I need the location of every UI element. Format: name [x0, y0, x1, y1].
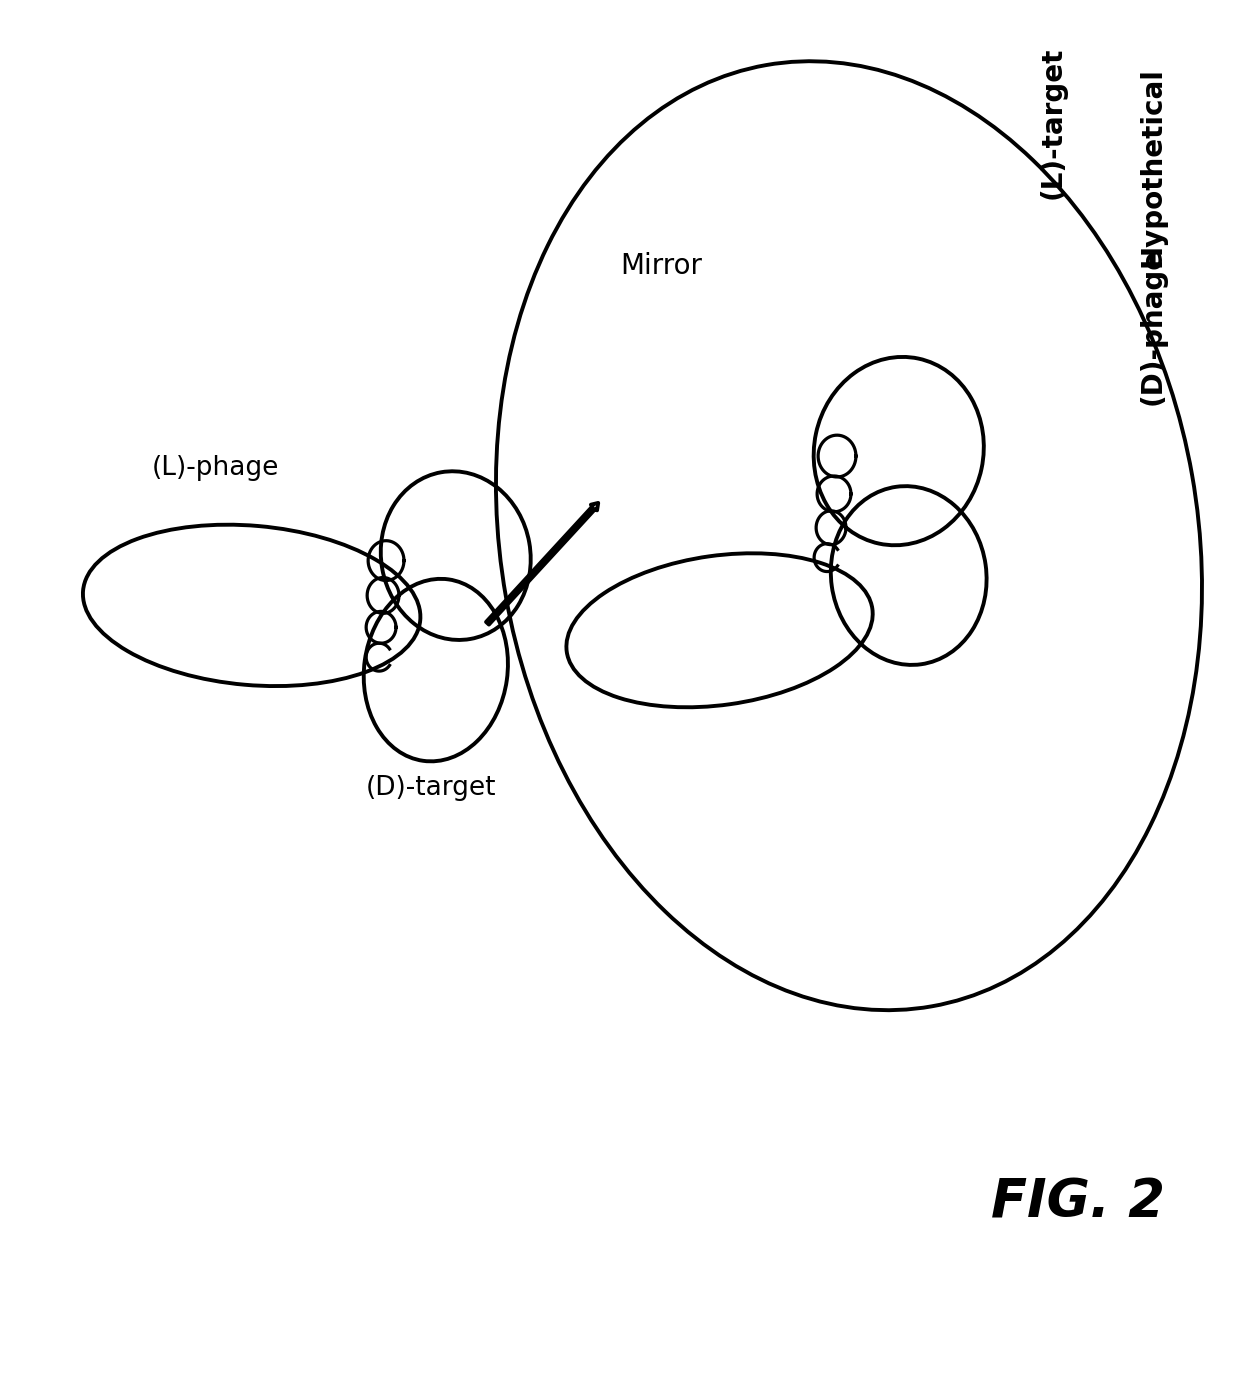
Text: (L)-target: (L)-target: [1039, 46, 1068, 199]
Text: Mirror: Mirror: [620, 252, 702, 280]
Text: FIG. 2: FIG. 2: [991, 1177, 1164, 1228]
Text: (D)-phage: (D)-phage: [1138, 248, 1167, 406]
Text: Hypothetical: Hypothetical: [1138, 68, 1167, 267]
Text: (D)-target: (D)-target: [366, 774, 496, 801]
Text: (L)-phage: (L)-phage: [153, 454, 279, 481]
